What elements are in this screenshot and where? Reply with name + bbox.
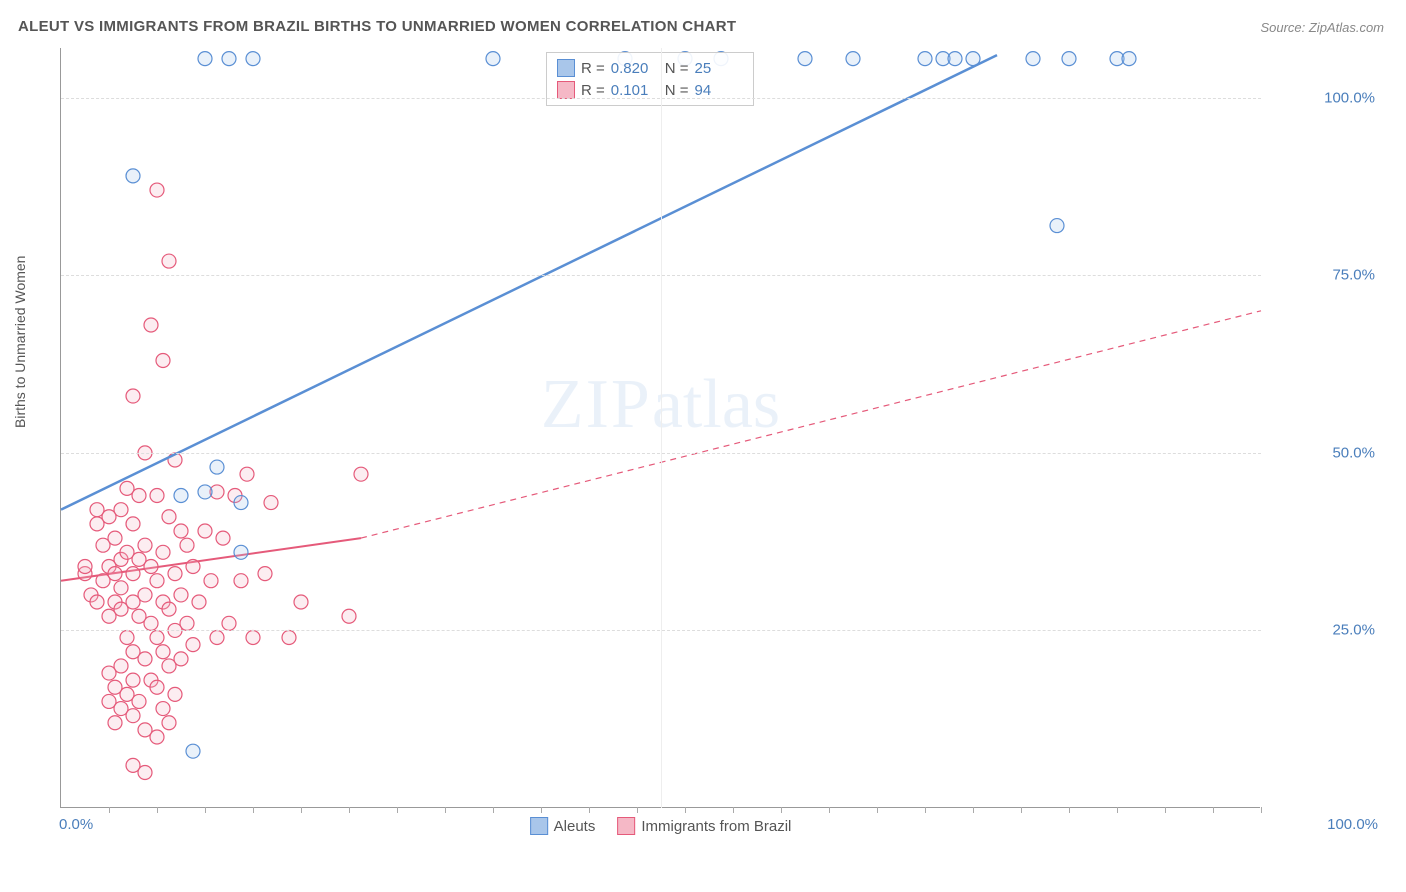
source-label: Source: ZipAtlas.com	[1260, 20, 1384, 35]
x-tick	[829, 807, 830, 813]
x-tick	[493, 807, 494, 813]
x-tick	[253, 807, 254, 813]
legend-label: Immigrants from Brazil	[641, 818, 791, 835]
x-tick	[301, 807, 302, 813]
x-tick	[733, 807, 734, 813]
y-tick-label: 75.0%	[1275, 267, 1375, 284]
legend-n-label: N =	[665, 60, 689, 77]
legend-n-value: 94	[695, 82, 743, 99]
legend-item: Immigrants from Brazil	[617, 817, 791, 835]
x-tick	[349, 807, 350, 813]
x-tick	[541, 807, 542, 813]
plot-region: ZIPatlas R =0.820N =25R =0.101N =94 0.0%…	[60, 48, 1260, 808]
chart-area: Births to Unmarried Women ZIPatlas R =0.…	[60, 48, 1380, 828]
x-tick	[589, 807, 590, 813]
y-tick-label: 25.0%	[1275, 622, 1375, 639]
x-tick	[397, 807, 398, 813]
legend-swatch	[530, 817, 548, 835]
x-tick	[685, 807, 686, 813]
legend-r-value: 0.101	[611, 82, 659, 99]
legend-n-value: 25	[695, 60, 743, 77]
y-tick-label: 100.0%	[1275, 89, 1375, 106]
x-tick	[925, 807, 926, 813]
legend-stat-row: R = 0.820 N = 25	[557, 57, 743, 79]
legend-label: Aleuts	[554, 818, 596, 835]
legend-swatch	[617, 817, 635, 835]
x-tick-left: 0.0%	[59, 816, 93, 833]
x-tick	[1117, 807, 1118, 813]
x-tick	[1021, 807, 1022, 813]
gridline-v	[661, 48, 662, 808]
x-tick	[1069, 807, 1070, 813]
x-tick	[637, 807, 638, 813]
legend-n-label: N =	[665, 82, 689, 99]
legend-bottom: Aleuts Immigrants from Brazil	[530, 817, 792, 835]
legend-swatch	[557, 81, 575, 99]
legend-r-value: 0.820	[611, 60, 659, 77]
x-tick	[1213, 807, 1214, 813]
y-tick-label: 50.0%	[1275, 444, 1375, 461]
x-tick	[1261, 807, 1262, 813]
x-tick	[877, 807, 878, 813]
x-tick	[205, 807, 206, 813]
x-tick	[157, 807, 158, 813]
x-tick-right: 100.0%	[1327, 816, 1378, 833]
legend-r-label: R =	[581, 60, 605, 77]
x-tick	[781, 807, 782, 813]
y-axis-label: Births to Unmarried Women	[12, 256, 28, 428]
legend-r-label: R =	[581, 82, 605, 99]
x-tick	[973, 807, 974, 813]
chart-title: ALEUT VS IMMIGRANTS FROM BRAZIL BIRTHS T…	[18, 18, 736, 35]
x-tick	[109, 807, 110, 813]
legend-item: Aleuts	[530, 817, 596, 835]
x-tick	[1165, 807, 1166, 813]
x-tick	[445, 807, 446, 813]
legend-swatch	[557, 59, 575, 77]
